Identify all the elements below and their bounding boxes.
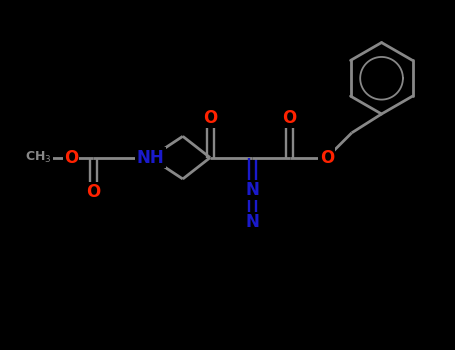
Text: N: N [245,213,259,231]
Text: N: N [245,181,259,199]
Text: O: O [320,149,334,167]
Text: CH$_3$: CH$_3$ [25,150,52,165]
Text: NH: NH [136,149,164,167]
Text: O: O [64,149,78,167]
Text: O: O [203,109,217,127]
Text: O: O [86,183,101,201]
Text: O: O [283,109,297,127]
